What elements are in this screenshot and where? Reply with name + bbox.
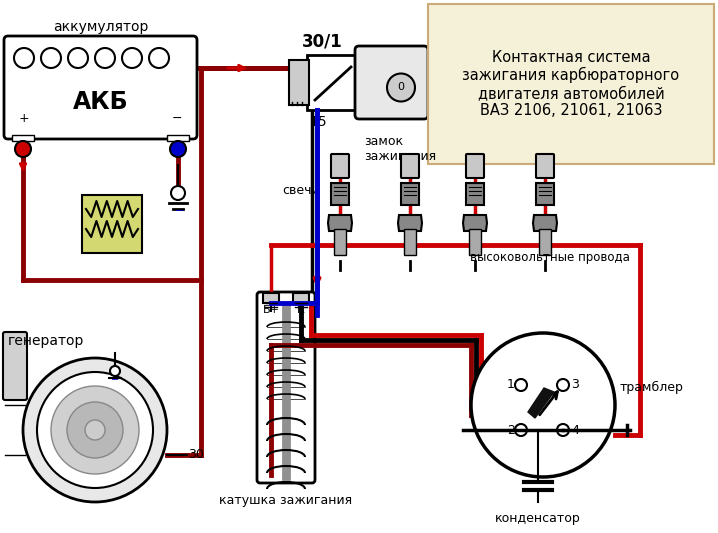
Polygon shape <box>528 388 554 418</box>
Circle shape <box>95 48 115 68</box>
FancyBboxPatch shape <box>331 183 349 205</box>
Polygon shape <box>533 215 557 231</box>
Text: 0: 0 <box>398 83 404 93</box>
Circle shape <box>515 424 527 436</box>
Polygon shape <box>398 215 422 231</box>
FancyBboxPatch shape <box>331 154 349 178</box>
FancyBboxPatch shape <box>12 135 34 141</box>
Text: трамблер: трамблер <box>620 381 684 393</box>
Text: −: − <box>172 111 182 125</box>
Circle shape <box>170 141 186 157</box>
Text: −: − <box>175 206 185 216</box>
Text: 30: 30 <box>188 448 204 462</box>
Text: Контактная система
зажигания карбюраторного
двигателя автомобилей
ВАЗ 2106, 2106: Контактная система зажигания карбюраторн… <box>462 50 679 118</box>
FancyBboxPatch shape <box>404 229 416 255</box>
Circle shape <box>41 48 61 68</box>
FancyBboxPatch shape <box>401 183 419 205</box>
FancyBboxPatch shape <box>307 55 359 110</box>
Circle shape <box>68 48 88 68</box>
Text: генератор: генератор <box>8 334 85 348</box>
Text: 30/1: 30/1 <box>302 33 342 51</box>
Circle shape <box>557 424 569 436</box>
Circle shape <box>122 48 142 68</box>
Circle shape <box>387 74 415 101</box>
FancyBboxPatch shape <box>539 229 551 255</box>
FancyBboxPatch shape <box>466 183 484 205</box>
FancyBboxPatch shape <box>82 195 142 253</box>
Text: аккумулятор: аккумулятор <box>53 20 148 34</box>
Circle shape <box>171 186 185 200</box>
FancyBboxPatch shape <box>289 60 309 105</box>
Circle shape <box>110 366 120 376</box>
Circle shape <box>14 48 34 68</box>
FancyBboxPatch shape <box>401 154 419 178</box>
FancyBboxPatch shape <box>3 332 27 400</box>
Circle shape <box>515 379 527 391</box>
Text: 3: 3 <box>571 378 579 392</box>
Circle shape <box>51 386 139 474</box>
Text: 4: 4 <box>571 424 579 437</box>
Circle shape <box>85 420 105 440</box>
Text: свечи: свечи <box>282 183 320 197</box>
Text: АКБ: АКБ <box>73 90 129 114</box>
Circle shape <box>557 379 569 391</box>
Circle shape <box>471 333 615 477</box>
Text: 15: 15 <box>309 115 327 129</box>
FancyBboxPatch shape <box>282 305 290 480</box>
Text: катушка зажигания: катушка зажигания <box>220 494 353 507</box>
FancyBboxPatch shape <box>428 4 714 164</box>
FancyBboxPatch shape <box>466 154 484 178</box>
FancyBboxPatch shape <box>257 292 315 483</box>
Text: +: + <box>19 111 29 125</box>
FancyBboxPatch shape <box>167 135 189 141</box>
FancyBboxPatch shape <box>263 293 279 303</box>
Polygon shape <box>463 215 487 231</box>
FancyBboxPatch shape <box>469 229 481 255</box>
Circle shape <box>15 141 31 157</box>
Text: Б+: Б+ <box>263 305 279 315</box>
FancyBboxPatch shape <box>536 154 554 178</box>
FancyBboxPatch shape <box>293 293 309 303</box>
Text: конденсатор: конденсатор <box>495 512 581 525</box>
Circle shape <box>37 372 153 488</box>
FancyBboxPatch shape <box>355 46 428 119</box>
Text: 2: 2 <box>507 424 515 437</box>
Polygon shape <box>328 215 352 231</box>
Circle shape <box>67 402 123 458</box>
Circle shape <box>149 48 169 68</box>
Text: К: К <box>297 305 305 315</box>
Circle shape <box>23 358 167 502</box>
Text: высоковольтные провода: высоковольтные провода <box>470 252 630 264</box>
Text: −: − <box>111 375 119 385</box>
FancyBboxPatch shape <box>4 36 197 139</box>
Text: 1: 1 <box>507 378 515 392</box>
FancyBboxPatch shape <box>536 183 554 205</box>
Text: замок
зажигания: замок зажигания <box>364 135 436 163</box>
FancyBboxPatch shape <box>334 229 346 255</box>
